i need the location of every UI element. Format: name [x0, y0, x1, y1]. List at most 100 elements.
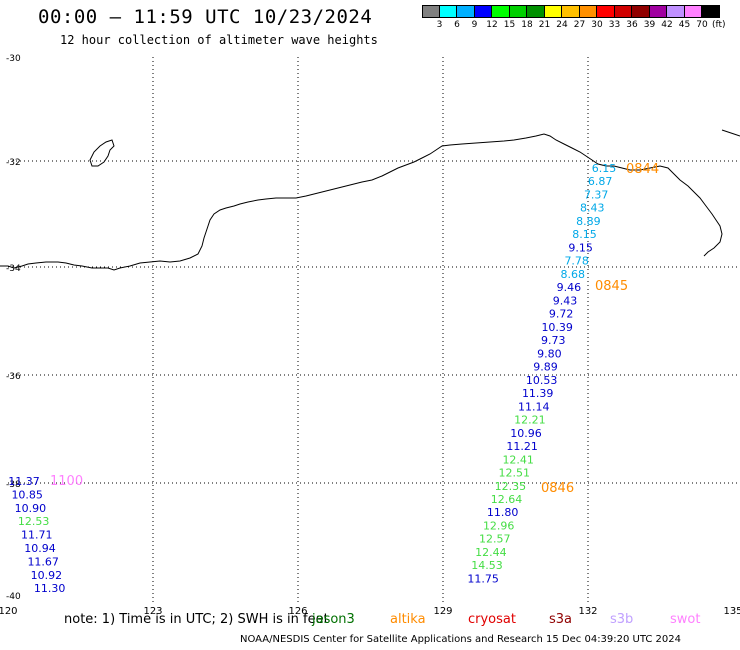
satellite-s3b: s3b — [610, 612, 634, 627]
axis-tick-labels: 120 123 126 129 132 135 -30 -32 -34 -36 -38 -40 — [0, 54, 740, 617]
color-scale-label: 27 — [573, 20, 586, 30]
x-tick-label: 120 — [0, 606, 18, 617]
color-scale-label: 36 — [626, 20, 638, 30]
color-swatch — [474, 5, 492, 18]
wave-height-value: 11.67 — [27, 555, 59, 568]
y-tick-label: -36 — [6, 372, 21, 382]
pass-time-label: 1100 — [50, 474, 83, 489]
wave-height-value: 12.44 — [475, 546, 507, 559]
wave-height-value: 10.39 — [541, 321, 573, 334]
y-tick-label: -32 — [6, 158, 21, 168]
wave-height-value: 9.73 — [541, 334, 566, 347]
y-tick-label: -40 — [6, 592, 21, 602]
wave-height-value: 7.78 — [564, 255, 589, 268]
satellite-cryosat: cryosat — [468, 612, 516, 627]
color-swatch — [614, 5, 632, 18]
x-tick-label: 132 — [578, 606, 597, 617]
pass-time-labels: 0844 0845 0846 1100 — [50, 162, 659, 496]
color-swatch — [439, 5, 457, 18]
wave-height-value: 12.35 — [495, 480, 527, 493]
wave-height-value: 9.46 — [557, 281, 582, 294]
grid-lines — [8, 57, 740, 605]
color-swatch — [422, 5, 440, 18]
wave-height-value: 10.85 — [11, 488, 43, 501]
wave-height-value: 11.39 — [522, 387, 554, 400]
color-scale-label: 42 — [661, 20, 673, 30]
footer-note: note: 1) Time is in UTC; 2) SWH is in fe… — [64, 612, 329, 627]
wave-height-value: 10.53 — [526, 374, 558, 387]
wave-height-value: 8.43 — [580, 202, 605, 215]
wave-height-value: 12.41 — [502, 453, 534, 466]
color-scale-bar — [422, 5, 720, 18]
color-scale-label: 30 — [591, 20, 603, 30]
color-scale-label: 70 — [696, 20, 708, 30]
x-tick-label: 135 — [723, 606, 740, 617]
wave-height-value: 8.68 — [561, 268, 586, 281]
wave-height-value: 6.15 — [592, 162, 617, 175]
color-swatch — [457, 5, 475, 18]
wave-height-value: 11.71 — [21, 529, 53, 542]
wave-height-value: 12.57 — [479, 533, 511, 546]
color-swatch — [632, 5, 650, 18]
color-scale-label: 24 — [556, 20, 568, 30]
wave-height-value: 8.89 — [576, 215, 601, 228]
color-scale-unit: (ft) — [711, 20, 726, 30]
color-swatch — [684, 5, 702, 18]
color-scale-label: 15 — [503, 20, 516, 30]
coastline-east — [721, 129, 740, 137]
chart-title: 00:00 – 11:59 UTC 10/23/2024 — [38, 6, 373, 28]
pass-time-label: 0844 — [626, 162, 659, 177]
wave-height-value: 9.72 — [549, 308, 574, 321]
wave-height-value: 12.53 — [18, 515, 50, 528]
wave-height-value: 9.89 — [533, 361, 558, 374]
chart-subtitle: 12 hour collection of altimeter wave hei… — [60, 33, 378, 47]
color-scale-label: 3 — [436, 20, 443, 30]
coastline — [0, 129, 740, 271]
coastline-island — [89, 139, 115, 167]
altimeter-track-west: 11.3710.8510.9012.5311.7110.9411.6710.92… — [8, 475, 65, 595]
x-tick-label: 126 — [288, 606, 307, 617]
wave-height-value: 12.64 — [491, 493, 523, 506]
satellite-swot: swot — [670, 612, 701, 627]
wave-height-value: 12.96 — [483, 519, 515, 532]
color-swatch — [544, 5, 562, 18]
altimeter-track-east: 6.156.877.378.438.898.159.157.788.689.46… — [467, 162, 616, 585]
color-swatch — [649, 5, 667, 18]
wave-height-value: 12.51 — [499, 467, 531, 480]
wave-height-value: 10.94 — [24, 542, 56, 555]
wave-height-value: 10.90 — [15, 502, 47, 515]
wave-height-value: 11.37 — [8, 475, 40, 488]
color-swatch — [667, 5, 685, 18]
credit-line: NOAA/NESDIS Center for Satellite Applica… — [240, 634, 682, 645]
wave-height-value: 11.14 — [518, 400, 550, 413]
wave-height-value: 9.15 — [568, 241, 593, 254]
wave-height-value: 11.75 — [467, 572, 499, 585]
color-scale-label: 18 — [521, 20, 533, 30]
y-tick-label: -38 — [6, 480, 21, 490]
color-scale-label: 21 — [538, 20, 551, 30]
color-scale-label: 6 — [454, 20, 460, 30]
color-swatch — [562, 5, 580, 18]
wave-height-value: 10.96 — [510, 427, 542, 440]
color-swatch — [597, 5, 615, 18]
wave-height-value: 7.37 — [584, 188, 609, 201]
satellite-altika: altika — [390, 612, 426, 627]
color-scale-label: 12 — [486, 20, 498, 30]
wave-height-value: 11.30 — [34, 582, 66, 595]
color-swatch — [579, 5, 597, 18]
coastline-south-australia — [0, 133, 723, 271]
wave-height-value: 12.21 — [514, 414, 546, 427]
wave-height-value: 9.80 — [537, 347, 562, 360]
pass-time-label: 0845 — [595, 279, 628, 294]
color-swatch — [509, 5, 527, 18]
color-scale-label: 33 — [608, 20, 621, 30]
wave-height-value: 11.80 — [487, 506, 519, 519]
wave-height-value: 8.15 — [572, 228, 597, 241]
y-tick-label: -34 — [6, 264, 21, 274]
color-swatch — [702, 5, 720, 18]
color-scale-label: 45 — [678, 20, 691, 30]
color-scale-label: 9 — [471, 20, 478, 30]
color-swatch — [527, 5, 545, 18]
x-tick-label: 129 — [433, 606, 452, 617]
